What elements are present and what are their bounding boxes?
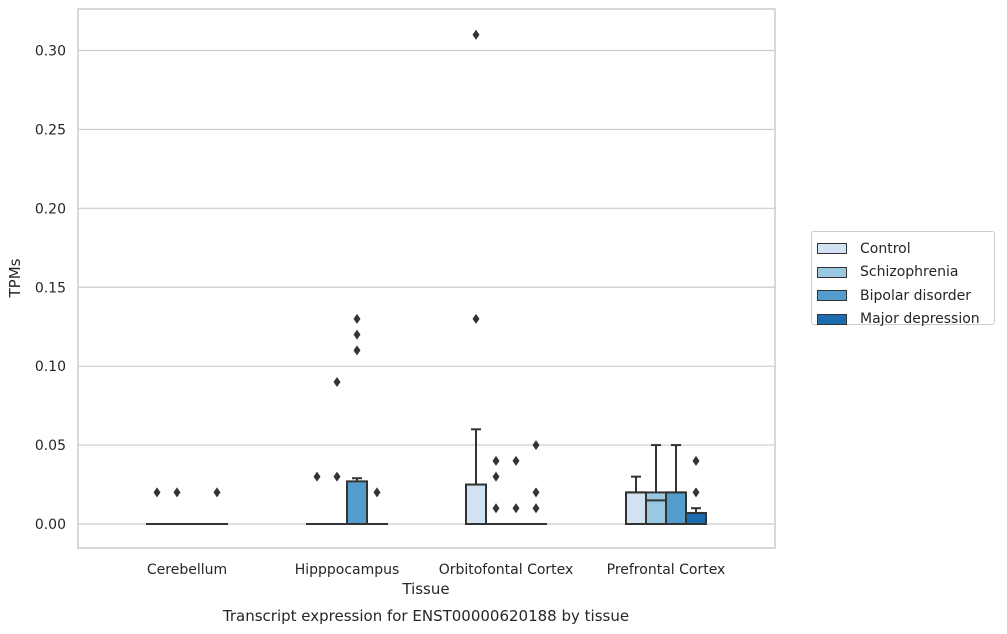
box-2-2	[505, 455, 527, 526]
box-0-1	[166, 487, 188, 526]
legend-item: Major depression	[817, 308, 994, 332]
box-1-1	[326, 376, 348, 526]
outlier-point	[173, 487, 181, 498]
y-tick-label: 0.15	[35, 280, 66, 296]
plot-area-frame	[77, 8, 776, 549]
legend-label: Bipolar disorder	[860, 287, 972, 304]
box-1-0	[306, 471, 328, 526]
outlier-point	[333, 376, 341, 387]
outlier-point	[353, 345, 361, 356]
legend-swatch	[817, 266, 847, 278]
grid-lines	[78, 49, 775, 525]
box-3-0	[625, 475, 647, 525]
legend-item: Bipolar disorder	[817, 284, 994, 308]
box-body	[465, 483, 487, 525]
y-tick-label: 0.20	[35, 201, 66, 217]
box-body	[645, 491, 667, 525]
legend-label: Schizophrenia	[860, 264, 959, 281]
legend-label: Major depression	[860, 311, 980, 328]
x-tick-label: Hipppocampus	[295, 562, 400, 578]
box-2-3	[525, 440, 547, 526]
box-3-2	[665, 444, 687, 525]
y-tick-label: 0.25	[35, 122, 66, 138]
box-0-3	[206, 487, 228, 526]
box-body	[625, 491, 647, 525]
legend-label: Control	[860, 240, 911, 257]
outlier-point	[692, 487, 700, 498]
box-2-0	[465, 29, 487, 525]
box-1-3	[366, 487, 388, 526]
x-tick-label: Orbitofontal Cortex	[439, 562, 574, 578]
x-tick-labels: Cerebellum Hipppocampus Orbitofontal Corte…	[147, 562, 725, 578]
outlier-point	[333, 471, 341, 482]
y-tick-label: 0.05	[35, 438, 66, 454]
outlier-point	[512, 503, 520, 514]
box-3-3	[685, 455, 707, 525]
box-3-1	[645, 444, 667, 525]
outlier-point	[532, 440, 540, 451]
outlier-point	[153, 487, 161, 498]
outlier-point	[492, 471, 500, 482]
outlier-point	[692, 455, 700, 466]
y-axis-label: TPMs	[6, 258, 24, 298]
outlier-point	[492, 503, 500, 514]
x-tick-label: Prefrontal Cortex	[607, 562, 726, 578]
box-2-1	[485, 455, 507, 526]
x-axis-label: Tissue	[401, 580, 449, 598]
legend: Control Schizophrenia Bipolar disorder Majo…	[811, 231, 995, 327]
outlier-point	[472, 313, 480, 324]
legend-swatch	[817, 313, 847, 325]
outlier-point	[353, 329, 361, 340]
box-0-0	[146, 487, 168, 526]
outlier-point	[353, 313, 361, 324]
outlier-point	[532, 487, 540, 498]
outlier-point	[213, 487, 221, 498]
legend-item: Control	[817, 237, 994, 261]
y-tick-label: 0.10	[35, 359, 66, 375]
outlier-point	[512, 455, 520, 466]
chart-title: Transcript expression for ENST0000062018…	[222, 607, 629, 625]
box-body	[685, 511, 707, 525]
outlier-point	[492, 455, 500, 466]
box-1-2	[346, 313, 368, 526]
y-tick-label: 0.00	[35, 517, 66, 533]
outlier-point	[532, 503, 540, 514]
legend-item: Schizophrenia	[817, 261, 994, 285]
y-tick-label: 0.30	[35, 44, 66, 60]
box-body	[665, 491, 687, 525]
x-tick-label: Cerebellum	[147, 562, 227, 578]
outlier-point	[472, 29, 480, 40]
box-body	[346, 480, 368, 526]
legend-swatch	[817, 290, 847, 302]
outlier-point	[373, 487, 381, 498]
outlier-point	[313, 471, 321, 482]
box-marks	[146, 29, 707, 526]
legend-swatch	[817, 243, 847, 255]
y-tick-labels: 0.00 0.05 0.10 0.15 0.20 0.25 0.30	[35, 44, 66, 534]
